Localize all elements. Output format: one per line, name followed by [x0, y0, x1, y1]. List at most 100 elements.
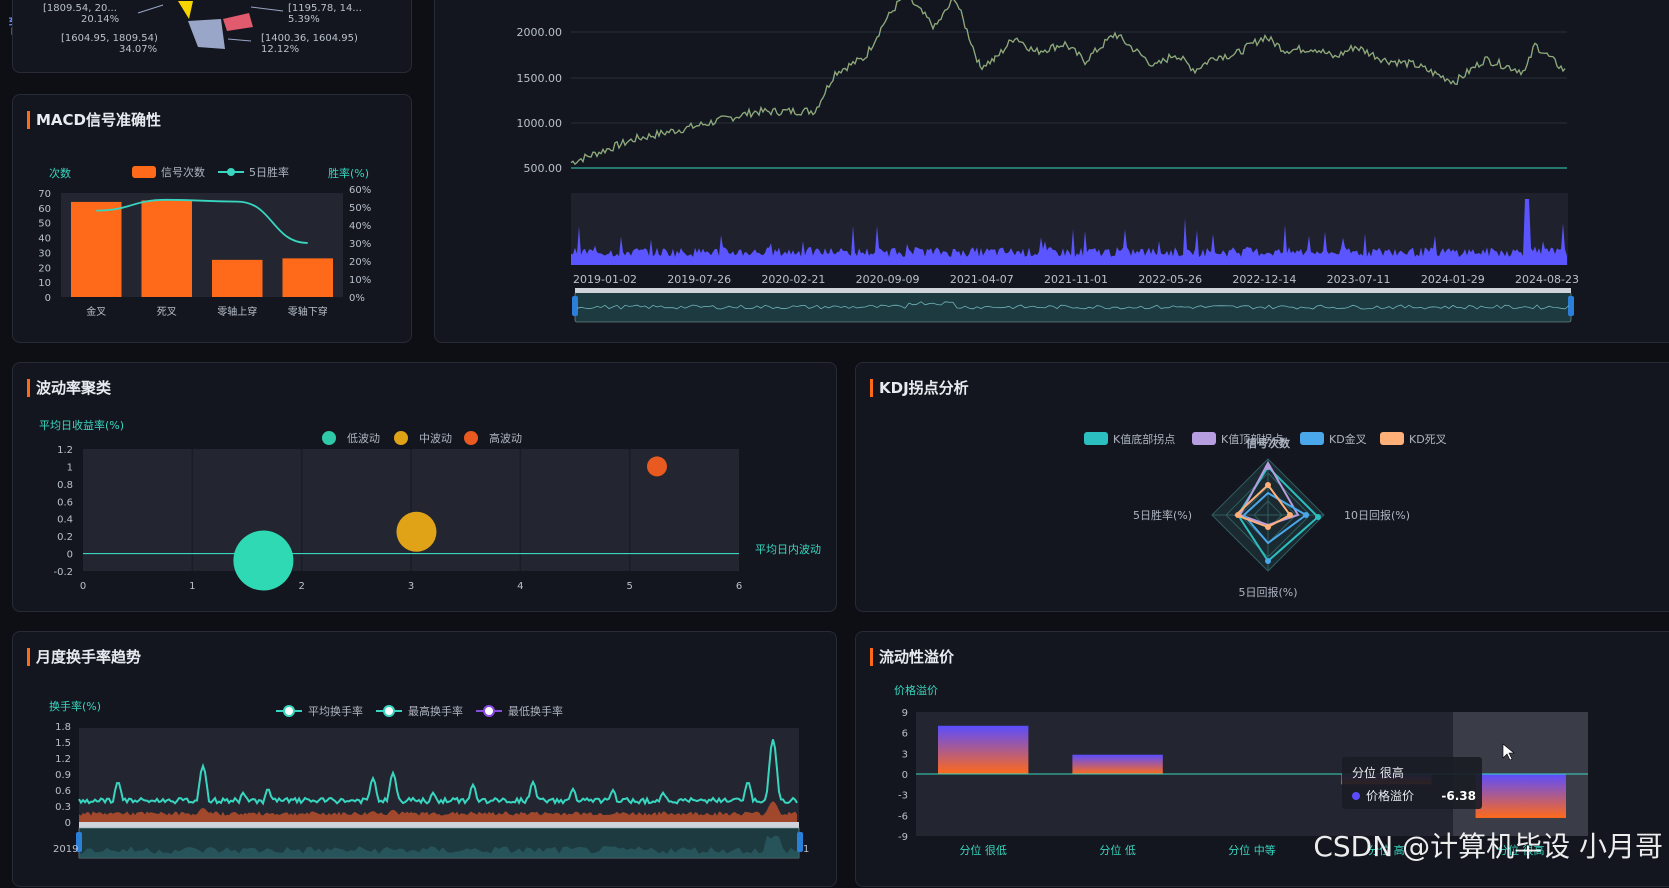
- panel-title: 月度换手率趋势: [27, 648, 141, 666]
- legend-swatch[interactable]: [483, 705, 495, 717]
- data-zoom-handle-bar[interactable]: [575, 288, 1571, 293]
- liquidity-y-tick: -3: [898, 791, 908, 802]
- vol-x-tick: 2: [298, 581, 304, 592]
- pie-slice: [188, 19, 225, 49]
- legend-label[interactable]: 平均换手率: [308, 704, 363, 718]
- turnover-y-tick: 0.9: [55, 770, 71, 781]
- vol-y-tick: 0.2: [57, 532, 73, 543]
- legend-label[interactable]: K值顶部拐点: [1221, 432, 1283, 446]
- legend-swatch[interactable]: [1380, 432, 1404, 445]
- turnover-x-end: 1: [803, 844, 809, 855]
- macd-bar[interactable]: [141, 200, 193, 297]
- legend-swatch-line[interactable]: [227, 168, 235, 176]
- pie-label-pct: 12.12%: [261, 44, 299, 55]
- win-rate-line: [96, 198, 308, 244]
- radar-axis-label: 5日胜率(%): [1133, 508, 1192, 522]
- liquidity-category-label: 分位 低: [1099, 843, 1136, 857]
- panel-title: 流动性溢价: [870, 648, 954, 666]
- liquidity-chart: 价格溢价 9 6 3 0 -3 -6 -9 分位 很低 分位 低 分位 中等 分位 高 分位 很高 …: [894, 683, 1588, 857]
- pie-slice: [178, 1, 193, 19]
- vol-y-tick: 1.2: [57, 445, 73, 456]
- zoom-handle-right[interactable]: [797, 832, 803, 852]
- legend-label[interactable]: KD金叉: [1329, 432, 1367, 446]
- legend-label[interactable]: KD死叉: [1409, 433, 1447, 446]
- legend-swatch-bar[interactable]: [132, 166, 156, 178]
- macd-y-right-tick: 0%: [349, 293, 365, 304]
- liquidity-bar[interactable]: [1072, 754, 1163, 774]
- macd-bar[interactable]: [212, 259, 263, 297]
- kline-y-tick: 500.00: [524, 162, 563, 175]
- radar-series-kd-golden: [1242, 491, 1308, 545]
- macd-bar[interactable]: [282, 258, 334, 297]
- liquidity-y-label: 价格溢价: [894, 683, 938, 697]
- macd-y-right-label: 胜率(%): [328, 166, 369, 180]
- zoom-preview-area: [79, 835, 799, 858]
- kline-date-tick: 2024-01-29: [1421, 273, 1485, 286]
- volatility-chart: 平均日收益率(%) 低波动 中波动 高波动 1.210.80.60.40.20-…: [39, 418, 821, 592]
- radar-grid: [1211, 458, 1325, 572]
- macd-y-right-tick: 40%: [349, 221, 371, 232]
- legend-swatch[interactable]: [1084, 432, 1108, 445]
- vol-x-label: 平均日内波动: [755, 542, 821, 556]
- legend-swatch[interactable]: [383, 705, 395, 717]
- vol-y-tick: 0.4: [57, 515, 73, 526]
- radar-axis-label: 5日回报(%): [1238, 585, 1297, 599]
- macd-y-right-tick: 20%: [349, 257, 371, 268]
- liquidity-y-tick: -9: [898, 832, 908, 843]
- vol-y-tick: 1: [67, 462, 73, 473]
- legend-label[interactable]: 5日胜率: [249, 165, 289, 179]
- macd-y-left-tick: 10: [38, 278, 51, 289]
- macd-category-label: 金叉: [86, 305, 106, 318]
- watermark: CSDN @计算机毕设 小月哥: [1313, 830, 1663, 863]
- volatility-panel: 波动率聚类 平均日收益率(%) 低波动 中波动 高波动 1.2 1 0.8 0.6 0.…: [12, 362, 837, 612]
- macd-category-label: 死叉: [157, 306, 177, 318]
- pie-label-range: [1809.54, 20...: [43, 3, 117, 14]
- macd-y-left-tick: 50: [38, 219, 51, 230]
- legend-swatch[interactable]: [464, 431, 478, 445]
- legend-label[interactable]: 高波动: [489, 431, 522, 445]
- macd-chart: 次数 胜率(%) 信号次数 5日胜率 70 60 50 40 30 20 10 0 60% 50…: [38, 165, 371, 318]
- tooltip: 分位 很高 价格溢价 -6.38: [1342, 757, 1482, 809]
- legend-label[interactable]: 最低换手率: [508, 704, 563, 718]
- kline-date-tick: 2023-07-11: [1327, 273, 1391, 286]
- macd-y-left-tick: 20: [38, 263, 51, 274]
- legend-swatch[interactable]: [283, 705, 295, 717]
- liquidity-bar[interactable]: [1475, 774, 1566, 818]
- zoom-handle-left[interactable]: [76, 832, 82, 852]
- data-zoom-slider[interactable]: [574, 291, 1572, 323]
- turnover-y-tick: 0: [65, 818, 71, 829]
- legend-swatch[interactable]: [1192, 432, 1216, 445]
- legend-label[interactable]: 低波动: [347, 432, 380, 445]
- tooltip-title: 分位 很高: [1352, 765, 1404, 780]
- legend-label[interactable]: 最高换手率: [408, 704, 463, 718]
- vol-cluster-point[interactable]: [396, 511, 437, 552]
- zoom-handle-left[interactable]: [572, 296, 578, 316]
- legend-label[interactable]: K值底部拐点: [1113, 432, 1175, 446]
- legend-swatch[interactable]: [322, 431, 336, 445]
- legend-label[interactable]: 信号次数: [161, 165, 205, 179]
- kline-date-tick: 2022-05-26: [1138, 273, 1202, 286]
- legend-swatch[interactable]: [394, 431, 408, 445]
- pie-slice: [223, 13, 253, 31]
- vol-cluster-point[interactable]: [647, 456, 667, 477]
- panel-title: MACD信号准确性: [27, 111, 161, 129]
- legend-swatch[interactable]: [1300, 432, 1324, 445]
- zoom-handle-right[interactable]: [1568, 296, 1574, 316]
- macd-y-left-tick: 40: [38, 234, 51, 245]
- kline-y-tick: 1000.00: [517, 117, 563, 130]
- kline-date-tick: 2020-02-21: [761, 273, 825, 286]
- liquidity-bar[interactable]: [938, 725, 1029, 774]
- legend-label[interactable]: 中波动: [419, 432, 452, 445]
- turnover-y-label: 换手率(%): [49, 699, 101, 713]
- vol-y-tick: -0.2: [53, 567, 73, 578]
- kline-panel: 2000.00 1500.00 1000.00 500.00 2019-01-0…: [434, 0, 1669, 343]
- macd-category-label: 零轴上穿: [217, 305, 257, 318]
- data-zoom-handle-bar[interactable]: [79, 822, 799, 828]
- kline-date-tick: 2022-12-14: [1232, 273, 1296, 286]
- macd-bar[interactable]: [71, 201, 122, 297]
- vol-cluster-point[interactable]: [233, 530, 294, 591]
- panel-title: 波动率聚类: [27, 379, 111, 397]
- turnover-y-tick: 0.6: [55, 786, 71, 797]
- turnover-y-tick: 1.2: [55, 754, 71, 765]
- macd-y-right-tick: 50%: [349, 203, 371, 214]
